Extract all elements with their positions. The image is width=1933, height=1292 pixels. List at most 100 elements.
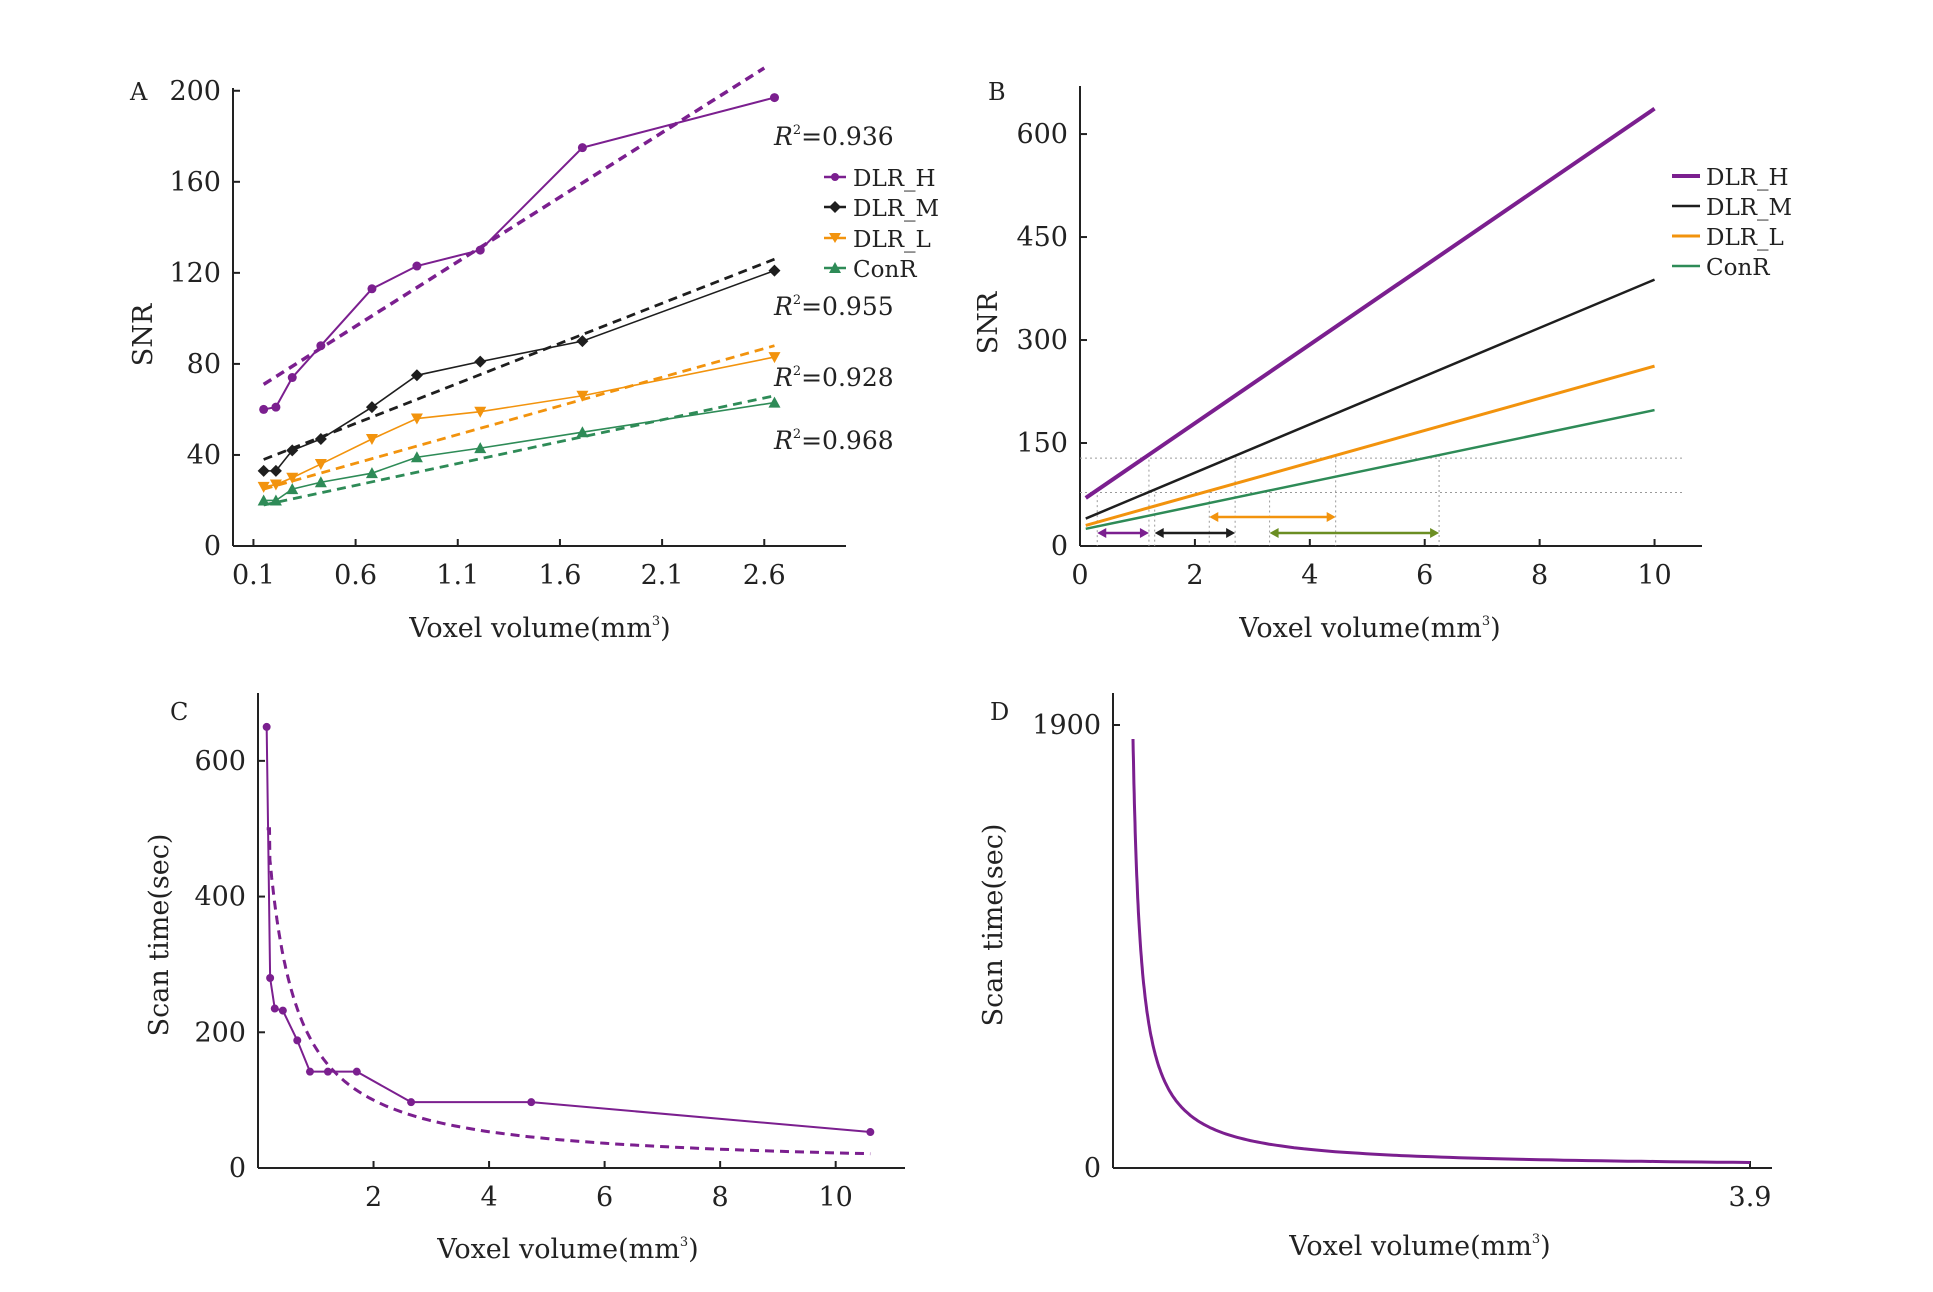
panel-a-y-label: SNR bbox=[128, 303, 159, 366]
fit-curve-dlr-h bbox=[266, 827, 871, 1156]
y-tick-label: 200 bbox=[169, 76, 221, 107]
x-tick-label: 2.6 bbox=[743, 560, 786, 591]
data-point-conr bbox=[365, 467, 378, 479]
legend-label-b-dlr-m: DLR_M bbox=[1706, 195, 1792, 221]
data-point-dlr-h bbox=[527, 1098, 536, 1107]
data-point-conr bbox=[768, 396, 781, 408]
legend-label-b-conr: ConR bbox=[1706, 255, 1770, 281]
panel-b: B 0 150 300 450 600 0 2 4 6 8 10 SNR Voxel volume… bbox=[973, 78, 1792, 644]
r2-label-dlr-m: R2=0.955 bbox=[773, 292, 894, 321]
panel-a-x-label-close: ) bbox=[660, 613, 671, 644]
data-point-dlr-h bbox=[293, 1036, 302, 1045]
y-tick-label: 1900 bbox=[1032, 710, 1101, 741]
panel-d-letter: D bbox=[990, 698, 1009, 726]
panel-b-series bbox=[1084, 107, 1656, 531]
data-point-dlr-h bbox=[769, 93, 779, 103]
data-point-dlr-m bbox=[474, 355, 487, 368]
panel-c: C 0 200 400 600 2 4 6 8 10 Scan time(sec) Voxel… bbox=[144, 693, 905, 1265]
y-tick-label: 0 bbox=[204, 531, 221, 562]
x-tick-label: 4 bbox=[1301, 560, 1318, 591]
data-point-dlr-l bbox=[286, 472, 299, 484]
fit-line-conr bbox=[263, 394, 775, 507]
data-point-dlr-m bbox=[365, 401, 378, 414]
r2-label-conr: R2=0.968 bbox=[773, 426, 894, 455]
range-arrowhead-left bbox=[1269, 528, 1279, 538]
panel-d-x-label-main: Voxel volume(mm bbox=[1288, 1231, 1532, 1262]
data-point-conr bbox=[286, 483, 299, 495]
legend-item-dlr-m: DLR_M bbox=[824, 196, 939, 222]
data-point-dlr-h bbox=[475, 245, 485, 255]
data-point-conr bbox=[314, 476, 327, 488]
panel-b-y-ticks: 0 150 300 450 600 bbox=[1016, 119, 1087, 562]
x-tick-label: 1.6 bbox=[538, 560, 581, 591]
data-point-dlr-h bbox=[367, 284, 377, 294]
data-point-dlr-m bbox=[410, 369, 423, 382]
data-point-dlr-m bbox=[257, 464, 270, 477]
legend-marker-diamond bbox=[829, 201, 841, 213]
legend-label-dlr-l: DLR_L bbox=[853, 227, 931, 253]
y-tick-label: 450 bbox=[1016, 222, 1068, 253]
data-point-dlr-h bbox=[316, 341, 326, 351]
data-point-dlr-h bbox=[259, 404, 269, 414]
panel-a-x-ticks: 0.1 0.6 1.1 1.6 2.1 2.6 bbox=[232, 539, 786, 591]
legend-marker-circle bbox=[831, 173, 839, 181]
range-arrowhead-right bbox=[1139, 528, 1149, 538]
data-point-conr bbox=[257, 494, 270, 506]
data-point-dlr-l bbox=[269, 479, 282, 491]
panel-b-letter: B bbox=[988, 78, 1006, 106]
series-line-dlr-m bbox=[263, 269, 775, 472]
data-point-dlr-l bbox=[257, 481, 270, 493]
x-tick-label: 6 bbox=[596, 1182, 613, 1213]
range-arrowhead-left bbox=[1097, 528, 1107, 538]
panel-a-letter: A bbox=[129, 78, 148, 106]
x-tick-label: 0.6 bbox=[334, 560, 377, 591]
legend-label-dlr-h: DLR_H bbox=[853, 166, 936, 192]
y-tick-label: 0 bbox=[1084, 1153, 1101, 1184]
series-line-dlr-h bbox=[1084, 107, 1656, 500]
legend-label-conr: ConR bbox=[853, 257, 917, 283]
x-tick-label: 8 bbox=[712, 1182, 729, 1213]
series-line-dlr-h bbox=[263, 96, 775, 411]
data-point-dlr-h bbox=[305, 1067, 314, 1076]
panel-a-x-label-sup: 3 bbox=[652, 614, 660, 629]
panel-b-x-label-close: ) bbox=[1490, 613, 1501, 644]
y-tick-label: 600 bbox=[194, 746, 246, 777]
legend-label-b-dlr-l: DLR_L bbox=[1706, 225, 1784, 251]
range-arrowhead-right bbox=[1226, 528, 1236, 538]
series-line-dlr-l bbox=[1085, 364, 1655, 527]
panel-a-y-ticks: 0 40 80 120 160 200 bbox=[169, 76, 240, 562]
data-point-dlr-h bbox=[262, 722, 271, 731]
panel-d: D 0 1900 3.9 Scan time(sec) Voxel volume(… bbox=[978, 693, 1772, 1262]
panel-d-series bbox=[1131, 738, 1751, 1164]
y-tick-label: 40 bbox=[187, 440, 221, 471]
series-line-dlr-m bbox=[1085, 278, 1656, 520]
panel-b-x-label-sup: 3 bbox=[1482, 614, 1490, 629]
legend-item-dlr-h: DLR_H bbox=[824, 166, 936, 192]
panel-d-x-ticks: 3.9 bbox=[1729, 1161, 1771, 1213]
data-point-dlr-m bbox=[286, 444, 299, 457]
x-tick-label: 8 bbox=[1531, 560, 1548, 591]
range-arrowhead-left bbox=[1154, 528, 1164, 538]
data-point-dlr-l bbox=[576, 390, 589, 402]
panel-a-series bbox=[257, 93, 781, 506]
y-tick-label: 150 bbox=[1016, 428, 1068, 459]
y-tick-label: 120 bbox=[169, 258, 221, 289]
data-point-dlr-h bbox=[266, 974, 275, 982]
data-point-dlr-h bbox=[271, 402, 281, 412]
panel-b-range-arrows bbox=[1097, 512, 1440, 538]
panel-c-y-label: Scan time(sec) bbox=[144, 834, 175, 1037]
panel-b-x-label-main: Voxel volume(mm bbox=[1238, 613, 1482, 644]
panel-a-fit-lines bbox=[262, 66, 775, 507]
data-point-dlr-l bbox=[410, 413, 423, 425]
y-tick-label: 200 bbox=[194, 1017, 246, 1048]
data-point-dlr-h bbox=[287, 373, 297, 383]
panel-a-x-label-main: Voxel volume(mm bbox=[408, 613, 652, 644]
data-point-dlr-m bbox=[314, 433, 327, 446]
series-line-conr bbox=[1085, 408, 1655, 531]
x-tick-label: 0 bbox=[1071, 560, 1088, 591]
data-point-dlr-h bbox=[407, 1098, 416, 1107]
data-point-dlr-l bbox=[365, 434, 378, 446]
data-point-dlr-h bbox=[412, 261, 422, 271]
